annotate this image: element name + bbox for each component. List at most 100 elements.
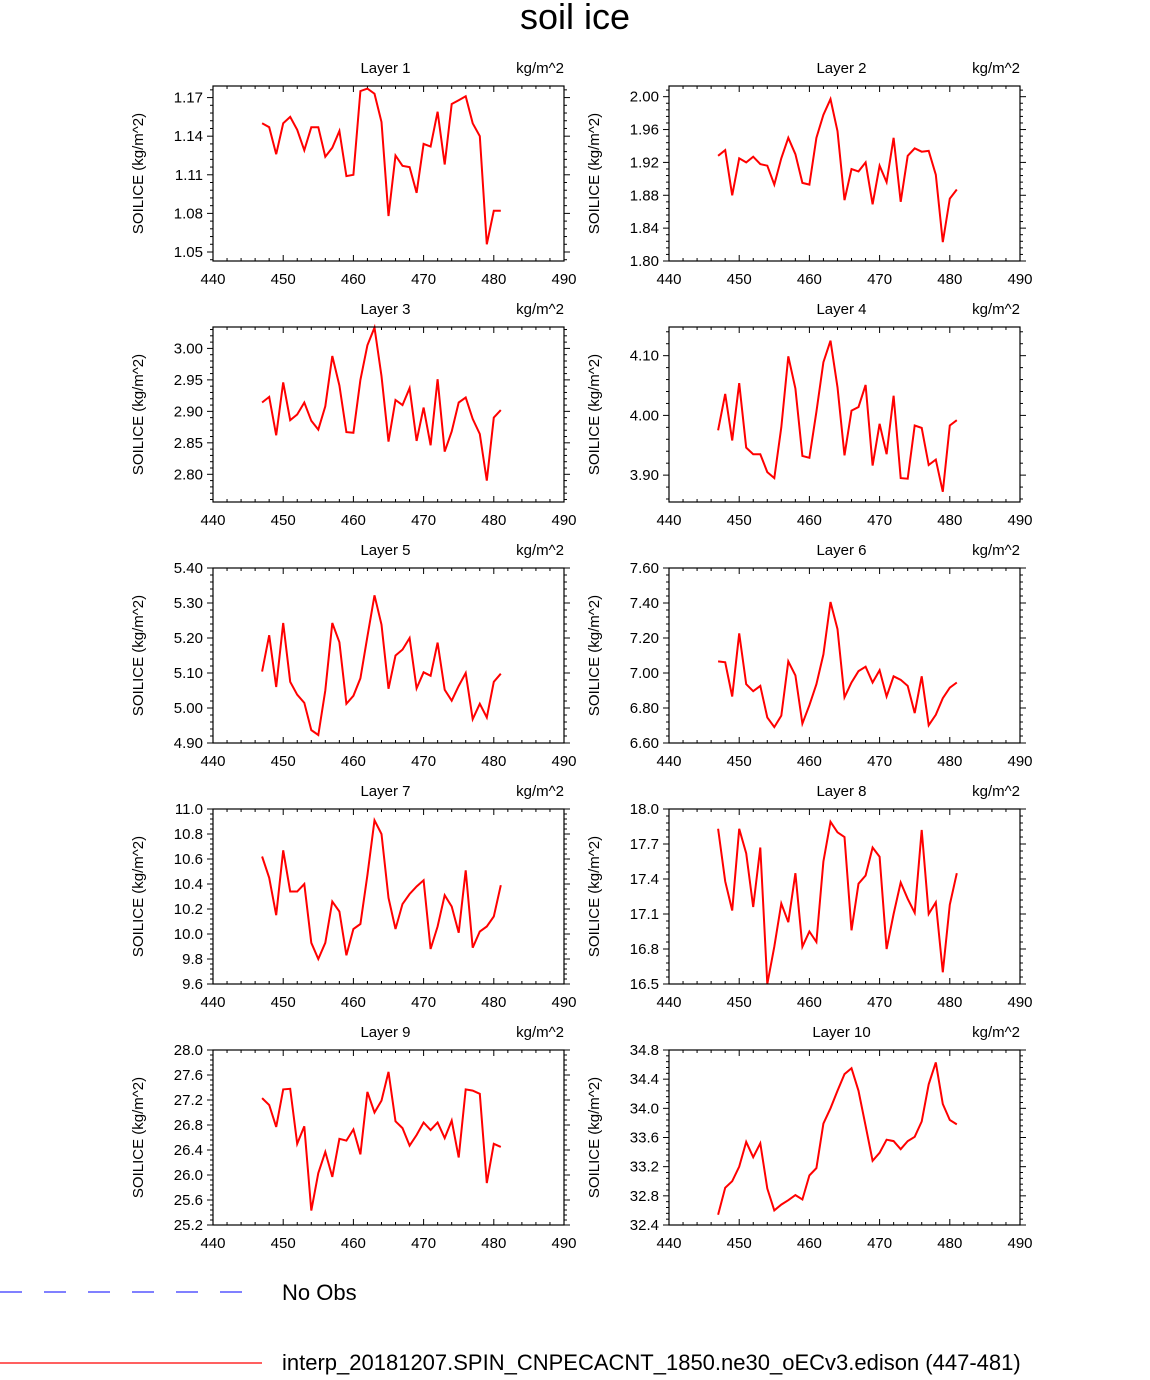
x-tick-label: 470: [867, 512, 892, 529]
y-tick-label: 1.11: [175, 167, 203, 184]
x-tick-label: 440: [656, 271, 681, 288]
x-tick-label: 490: [1007, 994, 1032, 1011]
y-tick-label: 4.00: [630, 407, 659, 424]
y-tick-label: 5.30: [174, 595, 203, 612]
x-tick-label: 440: [200, 753, 225, 770]
x-tick-label: 480: [481, 1235, 506, 1252]
plot-frame: [668, 808, 1021, 985]
y-tick-label: 5.20: [174, 630, 203, 647]
plot-frame: [668, 1049, 1021, 1226]
y-axis-label: SOILICE (kg/m^2): [130, 354, 147, 475]
y-tick-label: 33.6: [630, 1130, 659, 1147]
y-tick-label: 28.0: [174, 1042, 203, 1059]
y-tick-label: 1.92: [630, 154, 659, 171]
panel-title: Layer 1: [360, 60, 410, 77]
x-tick-label: 490: [1007, 1235, 1032, 1252]
panel-title: Layer 6: [816, 542, 866, 559]
x-tick-label: 470: [867, 753, 892, 770]
y-tick-label: 25.2: [174, 1217, 203, 1234]
y-tick-label: 32.4: [630, 1217, 659, 1234]
y-tick-label: 1.96: [630, 122, 659, 139]
y-tick-label: 4.10: [630, 348, 659, 365]
y-tick-label: 1.05: [174, 244, 203, 261]
y-axis-label: SOILICE (kg/m^2): [130, 836, 147, 957]
panel-units: kg/m^2: [972, 1024, 1020, 1041]
y-tick-label: 1.17: [174, 90, 203, 107]
x-tick-label: 490: [551, 753, 576, 770]
x-tick-label: 460: [797, 1235, 822, 1252]
y-tick-label: 10.0: [174, 926, 203, 943]
y-tick-label: 17.7: [630, 836, 659, 853]
panel-units: kg/m^2: [516, 301, 564, 318]
x-tick-label: 470: [411, 753, 436, 770]
panel-title: Layer 10: [812, 1024, 870, 1041]
x-tick-label: 480: [937, 1235, 962, 1252]
legend-model-run: interp_20181207.SPIN_CNPECACNT_1850.ne30…: [0, 1350, 1150, 1380]
x-tick-label: 460: [797, 271, 822, 288]
x-tick-label: 460: [341, 753, 366, 770]
series-line: [261, 595, 502, 737]
panel-units: kg/m^2: [972, 783, 1020, 800]
chart-panel-3: 440 450 460 470 480 490 2.80 2.85 2.90 2.95 3.00 SO…: [130, 301, 577, 529]
panel-title: Layer 7: [360, 783, 410, 800]
x-tick-label: 460: [341, 271, 366, 288]
y-tick-label: 9.8: [182, 951, 203, 968]
y-tick-label: 10.4: [174, 876, 203, 893]
y-tick-label: 10.8: [174, 826, 203, 843]
y-axis-label: SOILICE (kg/m^2): [130, 113, 147, 234]
legend-solid-line-icon: [0, 1362, 262, 1364]
x-tick-label: 440: [200, 512, 225, 529]
y-tick-label: 10.6: [174, 851, 203, 868]
y-tick-label: 7.00: [630, 665, 659, 682]
chart-panel-10: 440 450 460 470 480 490 32.4 32.8 33.2 33.6 34.0 34…: [586, 1024, 1033, 1252]
y-tick-label: 4.90: [174, 735, 203, 752]
x-tick-label: 480: [481, 271, 506, 288]
y-tick-label: 3.90: [630, 467, 659, 484]
x-tick-label: 450: [271, 512, 296, 529]
x-tick-label: 440: [200, 271, 225, 288]
legend-label-model-run: interp_20181207.SPIN_CNPECACNT_1850.ne30…: [282, 1350, 1021, 1375]
panel-title: Layer 5: [360, 542, 410, 559]
y-tick-label: 5.00: [174, 700, 203, 717]
y-tick-label: 16.5: [630, 976, 659, 993]
chart-panel-2: 440 450 460 470 480 490 1.80 1.84 1.88 1.92 1.96 2.…: [586, 60, 1033, 288]
x-tick-label: 450: [727, 1235, 752, 1252]
y-tick-label: 17.4: [630, 871, 659, 888]
x-tick-label: 480: [481, 994, 506, 1011]
series-line: [717, 601, 958, 729]
y-tick-label: 1.84: [630, 220, 659, 237]
x-tick-label: 480: [937, 994, 962, 1011]
y-tick-label: 26.4: [174, 1142, 203, 1159]
y-tick-label: 10.2: [174, 901, 203, 918]
y-tick-label: 1.80: [630, 253, 659, 270]
x-tick-label: 470: [867, 994, 892, 1011]
panel-units: kg/m^2: [516, 1024, 564, 1041]
x-tick-label: 450: [271, 1235, 296, 1252]
series-line: [261, 323, 502, 481]
y-tick-label: 2.00: [630, 89, 659, 106]
plot-frame: [212, 85, 565, 262]
y-axis-label: SOILICE (kg/m^2): [586, 354, 603, 475]
x-tick-label: 440: [656, 994, 681, 1011]
x-tick-label: 480: [937, 512, 962, 529]
y-tick-label: 18.0: [630, 801, 659, 818]
y-tick-label: 9.6: [182, 976, 203, 993]
y-axis-label: SOILICE (kg/m^2): [586, 1077, 603, 1198]
x-tick-label: 490: [1007, 271, 1032, 288]
y-tick-label: 17.1: [630, 906, 659, 923]
x-tick-label: 490: [551, 1235, 576, 1252]
x-tick-label: 490: [551, 512, 576, 529]
series-line: [717, 819, 958, 985]
y-axis-label: SOILICE (kg/m^2): [130, 1077, 147, 1198]
y-tick-label: 6.80: [630, 700, 659, 717]
y-tick-label: 34.0: [630, 1100, 659, 1117]
chart-panel-1: 440 450 460 470 480 490 1.05 1.08 1.11 1.14 1.17 SO…: [130, 60, 577, 288]
y-tick-label: 7.60: [630, 560, 659, 577]
panel-title: Layer 8: [816, 783, 866, 800]
x-tick-label: 460: [341, 994, 366, 1011]
x-tick-label: 460: [341, 512, 366, 529]
x-tick-label: 440: [200, 994, 225, 1011]
chart-panel-4: 440 450 460 470 480 490 3.90 4.00 4.10 SOILICE (k…: [586, 301, 1033, 529]
y-tick-label: 27.2: [174, 1092, 203, 1109]
y-axis-label: SOILICE (kg/m^2): [130, 595, 147, 716]
